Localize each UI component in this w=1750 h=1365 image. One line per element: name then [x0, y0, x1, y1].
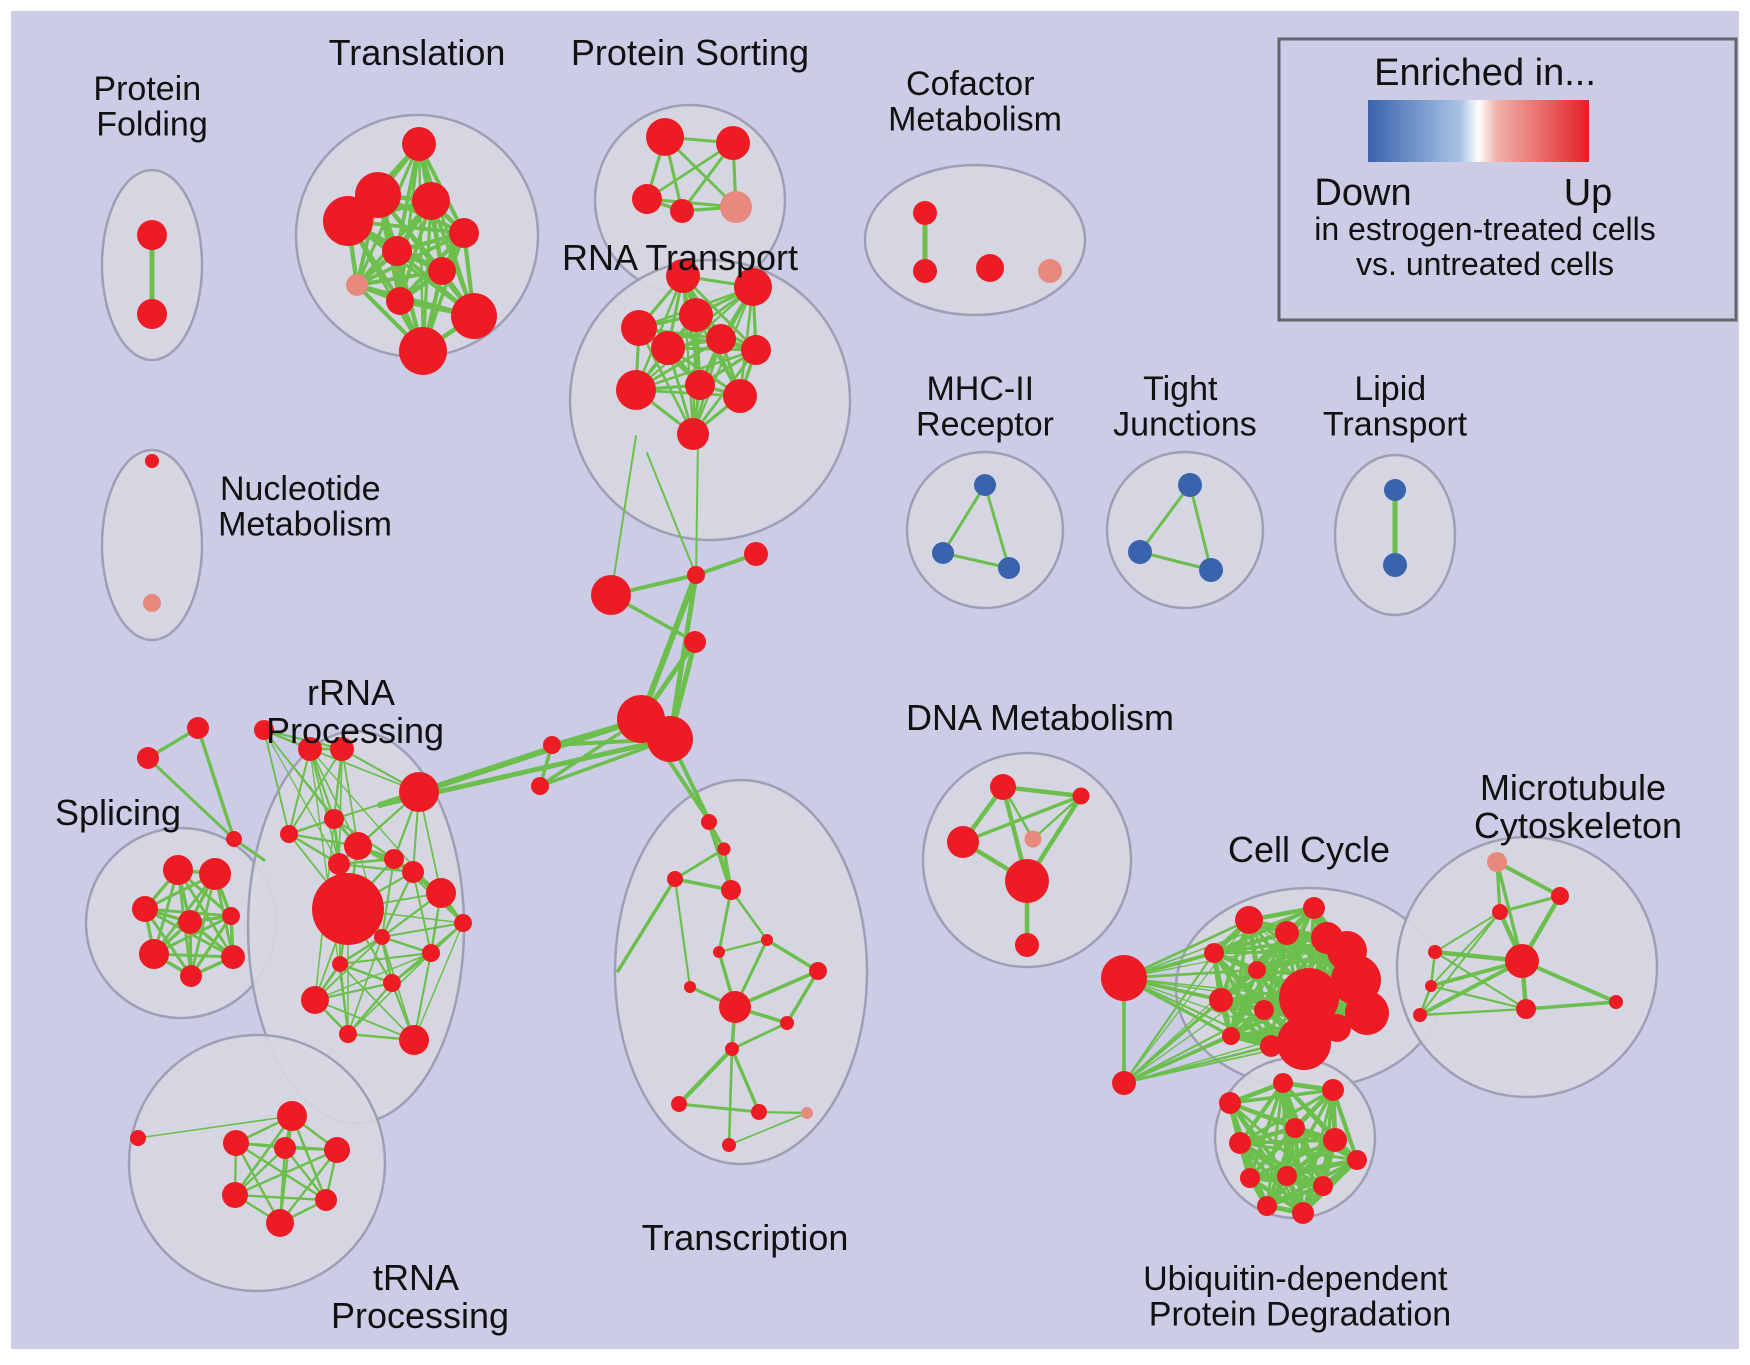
svg-text:RNA Transport: RNA Transport — [562, 237, 798, 278]
svg-text:Cofactor Metabolism: Cofactor Metabolism — [888, 65, 1062, 139]
svg-text:Nucleotide Metabolism: Nucleotide Metabolism — [218, 470, 392, 544]
svg-text:DNA Metabolism: DNA Metabolism — [906, 697, 1174, 738]
svg-text:Down: Down — [1314, 172, 1411, 214]
svg-text:Up: Up — [1564, 172, 1613, 214]
svg-text:Translation: Translation — [329, 32, 506, 73]
svg-text:in estrogen-treated cells: in estrogen-treated cells — [1314, 211, 1656, 247]
svg-text:Protein Sorting: Protein Sorting — [571, 32, 809, 73]
svg-text:vs. untreated cells: vs. untreated cells — [1356, 246, 1614, 282]
svg-text:MHC-II Receptor: MHC-II Receptor — [916, 370, 1054, 444]
svg-text:Protein Folding: Protein Folding — [93, 70, 210, 144]
svg-text:Microtubule Cytoskeleton: Microtubule Cytoskeleton — [1474, 767, 1682, 846]
svg-text:Splicing: Splicing — [55, 792, 181, 833]
svg-text:Enriched in...: Enriched in... — [1374, 52, 1596, 94]
svg-text:Ubiquitin-dependent Protein De: Ubiquitin-dependent Protein Degradation — [1143, 1260, 1457, 1334]
svg-text:Cell Cycle: Cell Cycle — [1228, 829, 1390, 870]
svg-text:Transcription: Transcription — [642, 1217, 849, 1258]
